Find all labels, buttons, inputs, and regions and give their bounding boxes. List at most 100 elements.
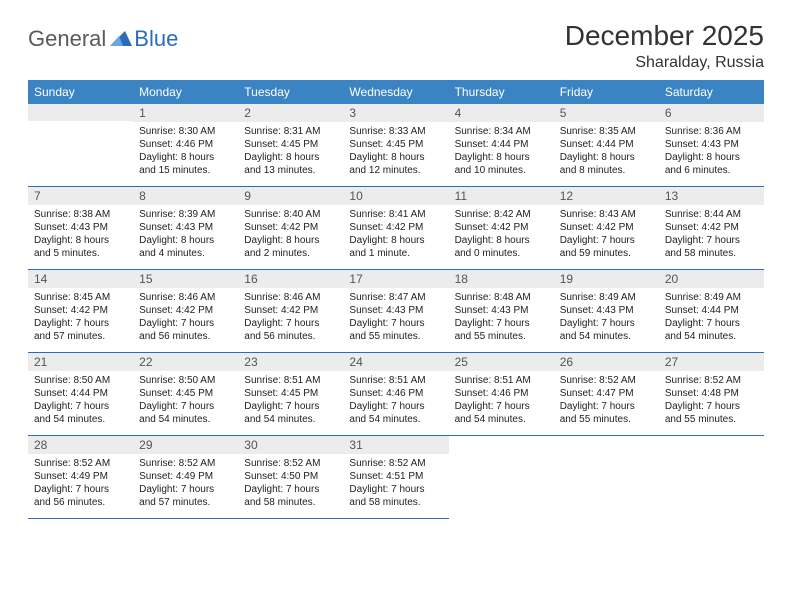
day-line: Sunset: 4:45 PM xyxy=(244,138,337,151)
day-number: 21 xyxy=(28,353,133,371)
day-line: and 12 minutes. xyxy=(349,164,442,177)
day-line: Daylight: 8 hours xyxy=(455,234,548,247)
calendar-cell: 7Sunrise: 8:38 AMSunset: 4:43 PMDaylight… xyxy=(28,187,133,270)
day-line: Sunrise: 8:51 AM xyxy=(244,374,337,387)
day-line: and 55 minutes. xyxy=(349,330,442,343)
day-line: and 54 minutes. xyxy=(139,413,232,426)
day-line: Sunrise: 8:48 AM xyxy=(455,291,548,304)
empty-daynum xyxy=(28,104,133,121)
day-line: and 1 minute. xyxy=(349,247,442,260)
day-line: Sunset: 4:43 PM xyxy=(34,221,127,234)
day-number: 25 xyxy=(449,353,554,371)
day-line: and 54 minutes. xyxy=(455,413,548,426)
day-number: 18 xyxy=(449,270,554,288)
day-number: 17 xyxy=(343,270,448,288)
day-line: Sunset: 4:43 PM xyxy=(349,304,442,317)
day-line: Daylight: 7 hours xyxy=(34,400,127,413)
day-line: Daylight: 8 hours xyxy=(244,151,337,164)
calendar-cell: 31Sunrise: 8:52 AMSunset: 4:51 PMDayligh… xyxy=(343,436,448,519)
day-number: 31 xyxy=(343,436,448,454)
day-line: and 15 minutes. xyxy=(139,164,232,177)
day-number: 24 xyxy=(343,353,448,371)
day-number: 20 xyxy=(659,270,764,288)
day-number: 16 xyxy=(238,270,343,288)
day-line: and 4 minutes. xyxy=(139,247,232,260)
day-header: Monday xyxy=(133,80,238,104)
day-content: Sunrise: 8:38 AMSunset: 4:43 PMDaylight:… xyxy=(28,205,133,264)
day-line: Sunset: 4:47 PM xyxy=(560,387,653,400)
day-content: Sunrise: 8:42 AMSunset: 4:42 PMDaylight:… xyxy=(449,205,554,264)
day-line: Sunset: 4:50 PM xyxy=(244,470,337,483)
day-line: and 56 minutes. xyxy=(244,330,337,343)
day-number: 4 xyxy=(449,104,554,122)
day-line: Sunset: 4:45 PM xyxy=(349,138,442,151)
day-number: 6 xyxy=(659,104,764,122)
day-line: Daylight: 7 hours xyxy=(665,400,758,413)
calendar-cell: 9Sunrise: 8:40 AMSunset: 4:42 PMDaylight… xyxy=(238,187,343,270)
day-number: 8 xyxy=(133,187,238,205)
day-line: Sunrise: 8:41 AM xyxy=(349,208,442,221)
calendar-cell: 22Sunrise: 8:50 AMSunset: 4:45 PMDayligh… xyxy=(133,353,238,436)
brand-logo: General Blue xyxy=(28,26,178,52)
header: General Blue December 2025 Sharalday, Ru… xyxy=(28,20,764,72)
calendar-week: 7Sunrise: 8:38 AMSunset: 4:43 PMDaylight… xyxy=(28,187,764,270)
day-line: Sunset: 4:42 PM xyxy=(455,221,548,234)
calendar-cell: 3Sunrise: 8:33 AMSunset: 4:45 PMDaylight… xyxy=(343,104,448,187)
day-line: Sunset: 4:42 PM xyxy=(665,221,758,234)
day-line: and 55 minutes. xyxy=(455,330,548,343)
calendar-cell: 11Sunrise: 8:42 AMSunset: 4:42 PMDayligh… xyxy=(449,187,554,270)
brand-mark-icon xyxy=(110,28,132,51)
day-content: Sunrise: 8:50 AMSunset: 4:44 PMDaylight:… xyxy=(28,371,133,430)
calendar-cell: 6Sunrise: 8:36 AMSunset: 4:43 PMDaylight… xyxy=(659,104,764,187)
calendar-week: 28Sunrise: 8:52 AMSunset: 4:49 PMDayligh… xyxy=(28,436,764,519)
day-line: and 10 minutes. xyxy=(455,164,548,177)
day-line: Daylight: 8 hours xyxy=(665,151,758,164)
day-line: and 54 minutes. xyxy=(244,413,337,426)
day-line: Daylight: 8 hours xyxy=(560,151,653,164)
day-line: Daylight: 7 hours xyxy=(349,317,442,330)
day-line: Sunset: 4:45 PM xyxy=(244,387,337,400)
day-line: Sunrise: 8:49 AM xyxy=(560,291,653,304)
day-line: Daylight: 7 hours xyxy=(665,317,758,330)
day-line: Sunset: 4:44 PM xyxy=(455,138,548,151)
calendar-cell xyxy=(28,104,133,187)
day-number: 2 xyxy=(238,104,343,122)
calendar-page: General Blue December 2025 Sharalday, Ru… xyxy=(0,0,792,612)
day-line: Sunrise: 8:35 AM xyxy=(560,125,653,138)
day-line: Sunrise: 8:52 AM xyxy=(665,374,758,387)
day-line: Daylight: 8 hours xyxy=(349,151,442,164)
day-header: Sunday xyxy=(28,80,133,104)
day-line: Sunset: 4:43 PM xyxy=(665,138,758,151)
day-content: Sunrise: 8:45 AMSunset: 4:42 PMDaylight:… xyxy=(28,288,133,347)
day-line: Sunrise: 8:46 AM xyxy=(139,291,232,304)
day-line: Sunset: 4:44 PM xyxy=(665,304,758,317)
day-line: and 2 minutes. xyxy=(244,247,337,260)
calendar-cell: 14Sunrise: 8:45 AMSunset: 4:42 PMDayligh… xyxy=(28,270,133,353)
day-line: Sunrise: 8:52 AM xyxy=(139,457,232,470)
day-line: Sunrise: 8:43 AM xyxy=(560,208,653,221)
calendar-cell: 16Sunrise: 8:46 AMSunset: 4:42 PMDayligh… xyxy=(238,270,343,353)
day-line: and 13 minutes. xyxy=(244,164,337,177)
day-content: Sunrise: 8:33 AMSunset: 4:45 PMDaylight:… xyxy=(343,122,448,181)
day-line: Sunrise: 8:51 AM xyxy=(455,374,548,387)
day-header: Wednesday xyxy=(343,80,448,104)
day-number: 5 xyxy=(554,104,659,122)
day-content: Sunrise: 8:51 AMSunset: 4:45 PMDaylight:… xyxy=(238,371,343,430)
day-line: Sunset: 4:42 PM xyxy=(139,304,232,317)
calendar-cell xyxy=(659,436,764,519)
calendar-cell: 24Sunrise: 8:51 AMSunset: 4:46 PMDayligh… xyxy=(343,353,448,436)
day-line: Sunset: 4:46 PM xyxy=(139,138,232,151)
day-number: 22 xyxy=(133,353,238,371)
title-block: December 2025 Sharalday, Russia xyxy=(565,20,764,72)
day-line: Sunset: 4:51 PM xyxy=(349,470,442,483)
day-line: Sunrise: 8:52 AM xyxy=(34,457,127,470)
day-line: Daylight: 7 hours xyxy=(560,400,653,413)
day-number: 3 xyxy=(343,104,448,122)
day-content: Sunrise: 8:41 AMSunset: 4:42 PMDaylight:… xyxy=(343,205,448,264)
day-content: Sunrise: 8:34 AMSunset: 4:44 PMDaylight:… xyxy=(449,122,554,181)
day-line: Daylight: 8 hours xyxy=(455,151,548,164)
calendar-cell: 30Sunrise: 8:52 AMSunset: 4:50 PMDayligh… xyxy=(238,436,343,519)
day-line: and 54 minutes. xyxy=(665,330,758,343)
day-line: Daylight: 8 hours xyxy=(349,234,442,247)
day-line: Daylight: 7 hours xyxy=(349,400,442,413)
